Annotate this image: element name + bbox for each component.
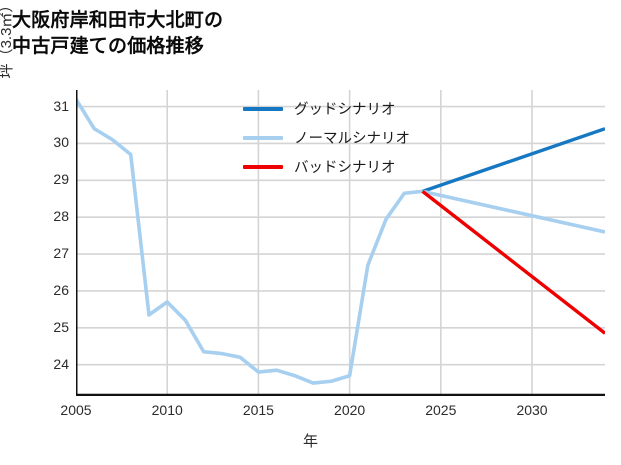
legend-label: グッドシナリオ	[294, 102, 396, 118]
x-tick-label: 2030	[516, 402, 548, 418]
data-line	[422, 189, 605, 234]
chart-canvas	[76, 90, 605, 396]
y-tick-label: 31	[53, 97, 69, 114]
legend-item[interactable]: グッドシナリオ	[243, 94, 453, 123]
x-tick-label: 2010	[151, 402, 183, 418]
y-tick-label: 30	[53, 134, 69, 151]
page-title: 大阪府岸和田市大北町の 中古戸建ての価格推移	[12, 10, 224, 57]
gridlines	[76, 90, 605, 396]
y-tick-label: 29	[53, 171, 69, 188]
x-axis-title: 年	[302, 433, 318, 450]
x-tick-label: 2005	[60, 402, 92, 418]
y-tick-label: 28	[53, 208, 69, 225]
legend-color-swatch	[243, 106, 283, 111]
legend-color-swatch	[243, 164, 283, 169]
y-tick-label: 25	[53, 318, 69, 335]
legend-label: バッドシナリオ	[294, 160, 396, 176]
x-tick-label: 2020	[334, 402, 366, 418]
legend-item[interactable]: バッドシナリオ	[243, 152, 453, 181]
x-tick-label: 2025	[425, 402, 457, 418]
y-tick-label: 26	[53, 281, 69, 298]
chart-legend: グッドシナリオ ノーマルシナリオ バッドシナリオ	[243, 94, 453, 181]
data-line	[76, 98, 423, 385]
y-axis-title: 坪（3.3㎡）単価（万円）	[0, 0, 16, 118]
legend-item[interactable]: ノーマルシナリオ	[243, 123, 453, 152]
data-series-group	[76, 98, 605, 385]
x-tick-label: 2015	[242, 402, 274, 418]
data-line	[422, 127, 605, 193]
plot-area	[76, 90, 605, 396]
y-tick-label: 27	[53, 245, 69, 262]
y-tick-label: 24	[53, 355, 69, 372]
data-line	[421, 190, 605, 335]
legend-label: ノーマルシナリオ	[294, 131, 410, 147]
legend-color-swatch	[243, 135, 283, 140]
